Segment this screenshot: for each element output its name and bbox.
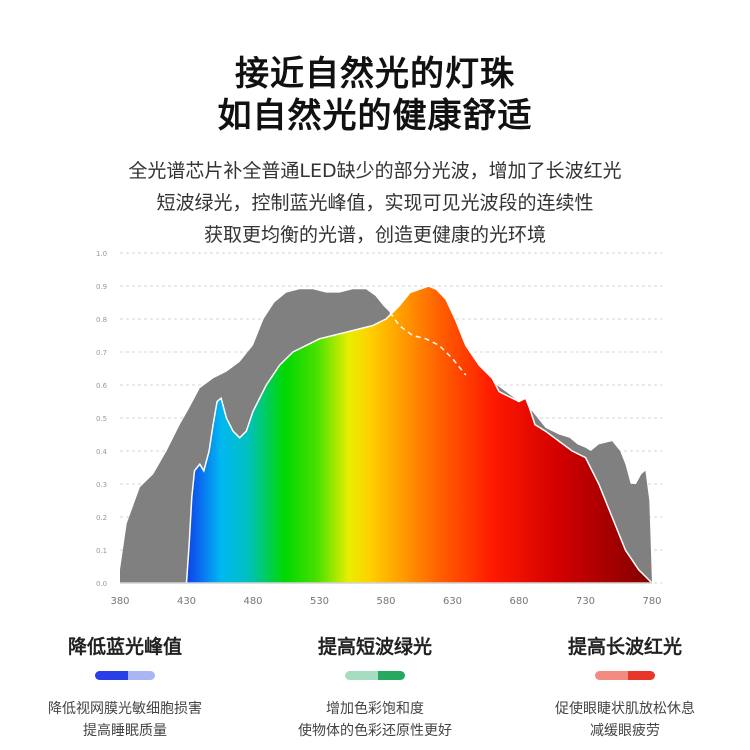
description-line-1: 全光谱芯片补全普通LED缺少的部分光波，增加了长波红光 (128, 160, 622, 182)
y-tick-label: 0.8 (96, 316, 107, 324)
feature-description: 促使眼睫状肌放松休息 减缓眼疲劳 (500, 698, 750, 742)
feature-red: 提高长波红光 促使眼睫状肌放松休息 减缓眼疲劳 (500, 632, 750, 742)
feature-green: 提高短波绿光 增加色彩饱和度 使物体的色彩还原性更好 (250, 632, 500, 742)
y-tick-label: 0.6 (96, 382, 108, 390)
feature-desc-line: 减缓眼疲劳 (590, 723, 660, 739)
y-tick-label: 0.4 (96, 448, 108, 456)
y-tick-label: 0.1 (96, 547, 107, 555)
x-tick-label: 630 (443, 596, 462, 607)
y-tick-label: 0.9 (96, 283, 107, 291)
x-tick-label: 480 (243, 596, 262, 607)
y-tick-label: 0.0 (96, 580, 107, 588)
spectrum-chart: 0.0 0.1 0.2 0.3 0.4 0.5 0.6 0.7 0.8 0.9 1.0 380 430 4… (96, 250, 662, 607)
red-pill-icon (595, 671, 655, 680)
x-tick-label: 730 (576, 596, 595, 607)
feature-desc-line: 增加色彩饱和度 (326, 701, 424, 717)
dashed-boundary-line (389, 311, 467, 376)
feature-desc-line: 促使眼睫状肌放松休息 (555, 701, 695, 717)
full-spectrum-area (120, 285, 654, 584)
feature-title: 提高长波红光 (567, 636, 682, 658)
feature-description: 增加色彩饱和度 使物体的色彩还原性更好 (250, 698, 500, 742)
feature-title: 降低蓝光峰值 (67, 636, 182, 658)
x-tick-label: 780 (642, 596, 661, 607)
x-tick-label: 580 (376, 596, 395, 607)
feature-desc-line: 降低视网膜光敏细胞损害 (48, 701, 202, 717)
y-tick-label: 0.7 (96, 349, 107, 357)
description-line-3: 获取更均衡的光谱，创造更健康的光环境 (203, 224, 546, 246)
feature-description: 降低视网膜光敏细胞损害 提高睡眠质量 (0, 698, 250, 742)
headline-line-2: 如自然光的健康舒适 (217, 96, 533, 136)
blue-pill-icon (95, 671, 155, 680)
headline-line-1: 接近自然光的灯珠 (235, 54, 515, 94)
chart-axis-labels: 0.0 0.1 0.2 0.3 0.4 0.5 0.6 0.7 0.8 0.9 1.0 380 430 4… (96, 250, 662, 607)
chart-series (120, 285, 654, 584)
feature-desc-line: 使物体的色彩还原性更好 (298, 723, 452, 739)
y-tick-label: 0.5 (96, 415, 107, 423)
y-tick-label: 0.2 (96, 514, 107, 522)
x-tick-label: 530 (310, 596, 329, 607)
x-tick-label: 430 (177, 596, 196, 607)
green-pill-icon (345, 671, 405, 680)
feature-title: 提高短波绿光 (317, 636, 432, 658)
description-line-2: 短波绿光，控制蓝光峰值，实现可见光波段的连续性 (156, 192, 594, 214)
y-tick-label: 0.3 (96, 481, 107, 489)
feature-blue: 降低蓝光峰值 降低视网膜光敏细胞损害 提高睡眠质量 (0, 632, 250, 742)
x-tick-label: 380 (110, 596, 129, 607)
feature-desc-line: 提高睡眠质量 (83, 723, 167, 739)
x-tick-label: 680 (509, 596, 528, 607)
y-tick-label: 1.0 (96, 250, 107, 258)
